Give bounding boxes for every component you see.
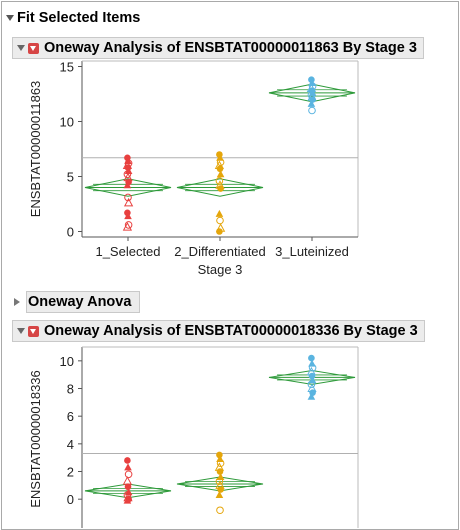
oneway-anova-header[interactable]: Oneway Anova [14, 291, 141, 313]
data-point [215, 491, 224, 499]
data-point [308, 372, 316, 380]
y-tick-label: 10 [60, 115, 74, 130]
data-point [216, 468, 224, 475]
data-point [308, 354, 315, 362]
data-point [215, 477, 224, 485]
data-point [123, 496, 132, 504]
y-tick-label: 2 [67, 465, 74, 480]
y-tick-label: 0 [67, 225, 74, 240]
oneway-plot-1[interactable]: 0 5 10 15 ENSBTAT00000011863 1_Selected 2_Diff… [8, 60, 448, 288]
data-point [122, 476, 133, 485]
data-point [215, 209, 224, 217]
data-point [217, 486, 224, 493]
data-point [124, 221, 133, 229]
data-point [307, 380, 316, 389]
data-point [217, 185, 224, 192]
report-2-title: Oneway Analysis of ENSBTAT00000018336 By… [44, 323, 418, 339]
y-tick-label: 10 [60, 354, 74, 369]
data-point [307, 392, 316, 400]
anova-title: Oneway Anova [28, 294, 132, 310]
report-1-title: Oneway Analysis of ENSBTAT00000011863 By… [44, 40, 417, 56]
x-tick-label: 2_Differentiated [174, 244, 266, 259]
oneway-plot-2[interactable]: 0 2 4 6 8 10 -2 ENSBTAT00000018336 [8, 343, 448, 528]
data-point [124, 483, 132, 491]
data-point [216, 451, 223, 459]
x-tick-label: 3_Luteinized [275, 244, 349, 259]
oneway-report-2-header[interactable]: Oneway Analysis of ENSBTAT00000018336 By… [12, 320, 425, 342]
data-point [124, 157, 132, 165]
data-point [216, 473, 225, 481]
data-point [307, 99, 316, 107]
data-point [124, 212, 132, 220]
red-triangle-menu-icon[interactable] [28, 325, 39, 337]
disclosure-open-icon[interactable] [6, 15, 14, 21]
data-point [123, 170, 132, 179]
fit-selected-items-header[interactable]: Fit Selected Items [6, 8, 140, 28]
data-point [216, 165, 224, 173]
y-tick-label: 5 [67, 170, 74, 185]
red-triangle-menu-icon[interactable] [28, 42, 39, 54]
data-point [123, 197, 134, 207]
data-point [124, 457, 131, 464]
y-axis-label: ENSBTAT00000018336 [28, 370, 43, 508]
y-axis-label: ENSBTAT00000011863 [28, 81, 43, 218]
x-axis-label: Stage 3 [198, 262, 243, 277]
y-tick-label: -2 [62, 527, 74, 528]
data-point [216, 158, 225, 166]
disclosure-closed-icon[interactable] [14, 298, 20, 306]
y-tick-label: 4 [67, 437, 74, 452]
disclosure-open-icon[interactable] [17, 45, 25, 51]
data-point [308, 106, 316, 115]
disclosure-open-icon[interactable] [17, 328, 25, 334]
y-tick-label: 6 [67, 409, 74, 424]
x-tick-label: 1_Selected [95, 244, 160, 259]
oneway-report-1-header[interactable]: Oneway Analysis of ENSBTAT00000011863 By… [12, 37, 424, 59]
data-point [309, 96, 316, 103]
data-point [216, 228, 223, 235]
y-tick-label: 0 [67, 492, 74, 507]
data-point [216, 506, 224, 515]
data-point [124, 463, 132, 471]
data-point [215, 177, 224, 185]
data-point [122, 222, 133, 231]
data-point [123, 181, 132, 189]
data-point [216, 216, 224, 225]
outline-title: Fit Selected Items [17, 10, 141, 26]
data-point [124, 470, 133, 479]
y-tick-label: 15 [60, 60, 74, 75]
y-tick-label: 8 [67, 382, 74, 397]
data-point [216, 170, 225, 178]
